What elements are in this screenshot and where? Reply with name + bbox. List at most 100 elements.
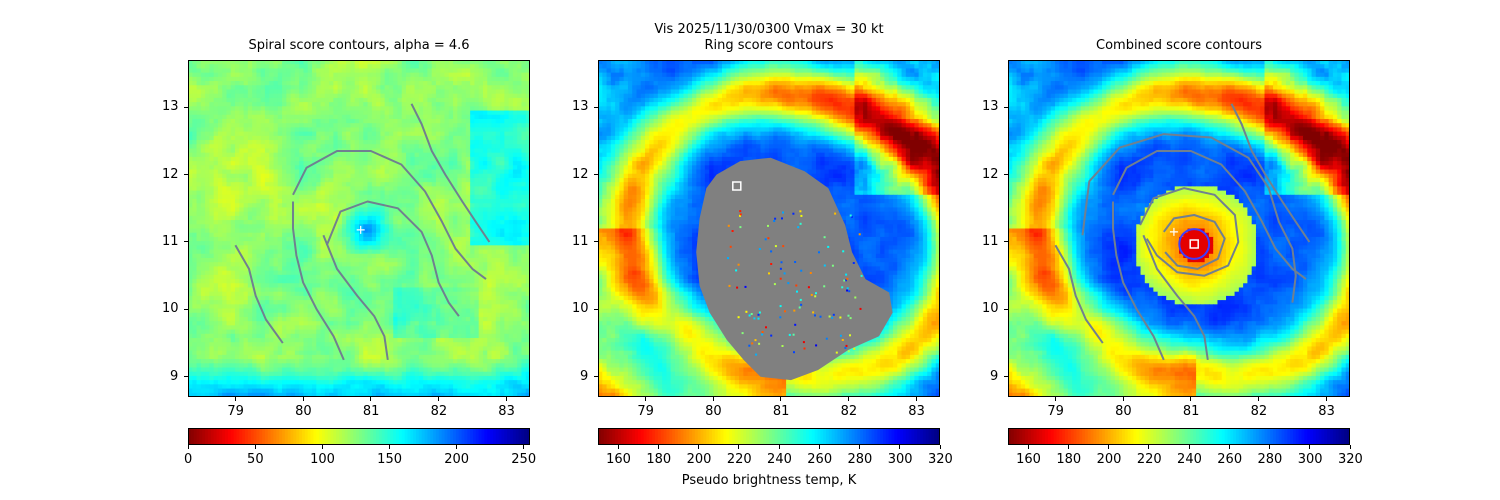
heatmap-cell [517,295,523,301]
heatmap-cell [213,232,219,238]
heatmap-cell [346,110,352,116]
heatmap-cell [192,89,198,95]
heatmap-cell [311,266,317,272]
heatmap-cell [491,173,497,179]
heatmap-cell [329,211,334,217]
heatmap-cell [235,300,240,305]
heatmap-cell [359,199,364,204]
heatmap-cell [230,215,236,221]
heatmap-cell [324,228,330,234]
heatmap-cell [371,287,377,293]
heatmap-cell [512,177,518,183]
heatmap-cell [243,177,249,183]
heatmap-cell [423,274,429,280]
heatmap-cell [346,81,352,86]
heatmap-cell [320,135,326,141]
heatmap-cell [474,215,480,221]
heatmap-cell [239,274,245,280]
heatmap-cell [525,300,530,305]
heatmap-cell [307,304,313,310]
heatmap-cell [264,102,270,107]
heatmap-cell [453,279,458,284]
heatmap-cell [406,152,411,158]
heatmap-cell [209,253,215,259]
heatmap-cell [380,173,386,179]
heatmap-cell [239,85,245,91]
heatmap-cell [435,300,441,305]
heatmap-cell [196,249,202,255]
heatmap-cell [226,190,232,196]
heatmap-cell [491,177,497,183]
heatmap-cell [252,207,258,213]
heatmap-cell [371,253,377,259]
heatmap-cell [461,308,467,314]
heatmap-cell [393,283,399,289]
heatmap-cell [290,89,296,95]
heatmap-cell [508,81,514,86]
heatmap-cell [431,186,437,192]
heatmap-cell [243,114,249,120]
heatmap-cell [427,177,433,183]
heatmap-cell [320,295,326,301]
heatmap-cell [500,249,505,255]
heatmap-cell [410,89,416,95]
heatmap-cell [504,140,510,145]
heatmap-cell [401,228,407,234]
heatmap-cell [294,321,300,326]
heatmap-cell [273,102,279,107]
heatmap-cell [418,148,424,154]
heatmap-cell [260,266,266,272]
heatmap-cell [440,64,446,70]
heatmap-cell [303,249,309,255]
heatmap-cell [222,102,228,107]
heatmap-cell [423,203,429,209]
heatmap-cell [277,186,283,192]
heatmap-cell [512,93,518,99]
heatmap-cell [320,228,326,234]
heatmap-cell [487,224,493,230]
heatmap-cell [470,114,476,120]
heatmap-cell [200,60,206,65]
heatmap-cell [307,156,313,162]
heatmap-cell [299,127,305,133]
heatmap-cell [423,93,429,99]
heatmap-cell [470,123,476,128]
heatmap-cell [239,118,245,124]
heatmap-cell [247,64,253,70]
heatmap-cell [264,72,270,78]
heatmap-cell [200,156,206,162]
heatmap-cell [307,85,313,91]
heatmap-cell [440,102,446,107]
heatmap-cell [239,76,245,82]
heatmap-cell [453,283,458,289]
heatmap-cell [316,304,322,310]
heatmap-cell [397,64,403,70]
heatmap-cell [307,140,313,145]
heatmap-cell [192,194,198,200]
heatmap-cell [525,253,530,259]
heatmap-cell [316,76,322,82]
heatmap-cell [406,106,411,112]
heatmap-cell [367,173,373,179]
heatmap-cell [508,89,514,95]
heatmap-cell [431,131,437,137]
heatmap-cell [504,177,510,183]
heatmap-cell [376,68,381,74]
heatmap-cell [354,300,360,305]
heatmap-cell [410,274,416,280]
heatmap-cell [440,194,446,200]
heatmap-cell [329,123,334,128]
heatmap-cell [286,203,292,209]
heatmap-cell [188,262,193,268]
heatmap-cell [410,123,416,128]
heatmap-cell [453,199,458,204]
heatmap-cell [299,287,305,293]
heatmap-cell [324,300,330,305]
heatmap-cell [324,131,330,137]
heatmap-cell [247,232,253,238]
heatmap-cell [406,283,411,289]
heatmap-cell [517,156,523,162]
heatmap-cell [196,169,202,175]
heatmap-cell [239,270,245,276]
heatmap-cell [491,186,497,192]
